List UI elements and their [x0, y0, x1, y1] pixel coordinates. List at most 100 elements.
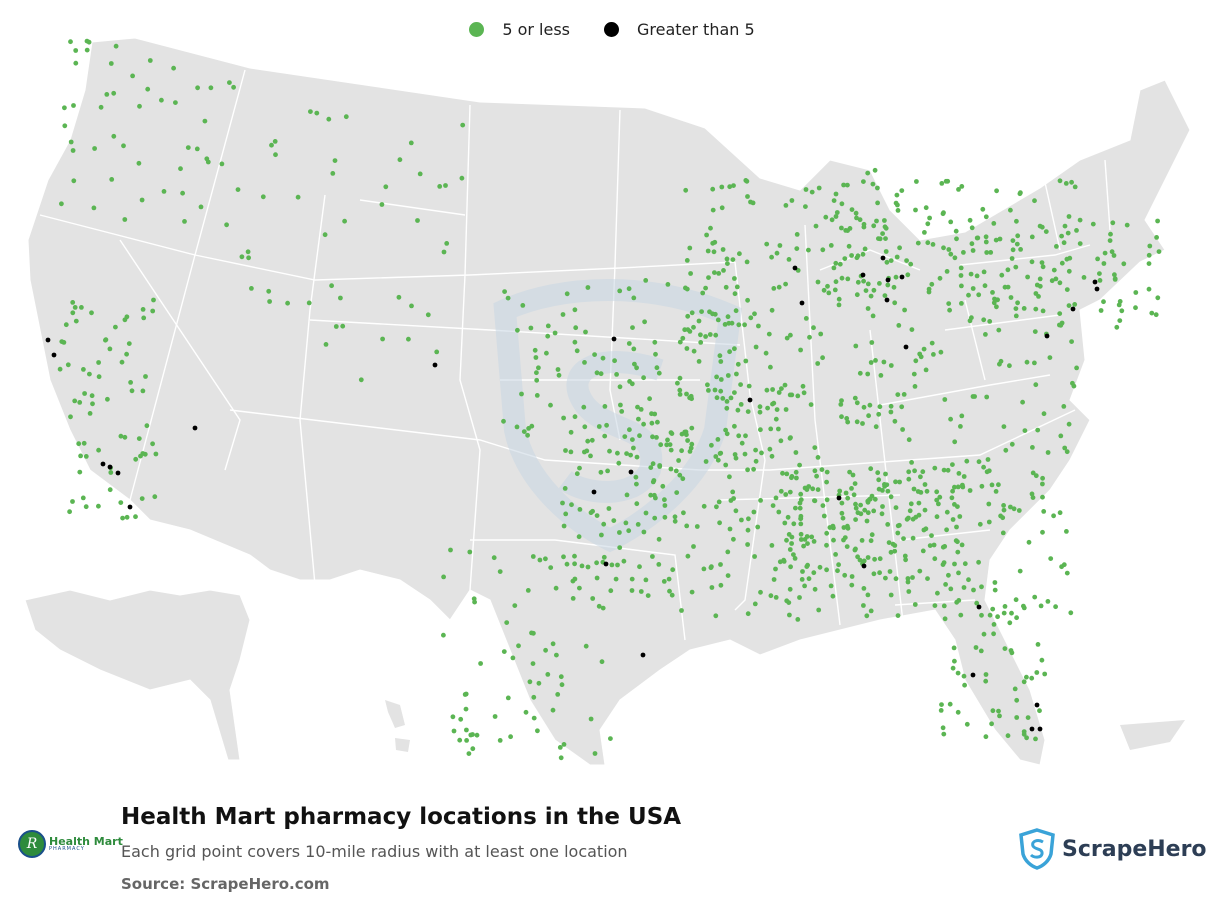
location-dot-low	[773, 595, 779, 600]
location-dot-low	[865, 510, 871, 516]
location-dot-low	[867, 402, 873, 408]
location-dot-low	[497, 738, 503, 743]
location-dot-low	[950, 665, 956, 671]
location-dot-low	[942, 616, 948, 622]
location-dot-low	[906, 476, 912, 482]
location-dot-low	[720, 396, 726, 401]
location-dot-high	[115, 470, 121, 476]
location-dot-low	[718, 388, 724, 394]
location-dot-low	[949, 495, 955, 501]
location-dot-low	[863, 288, 869, 293]
location-dot-low	[970, 248, 976, 253]
location-dot-low	[652, 339, 658, 345]
location-dot-low	[1026, 539, 1032, 545]
location-dot-low	[929, 340, 935, 346]
location-dot-low	[136, 160, 142, 166]
location-dot-low	[739, 517, 744, 523]
location-dot-low	[915, 240, 921, 246]
location-dot-low	[84, 47, 90, 53]
location-dot-low	[68, 39, 73, 45]
location-dot-low	[700, 290, 706, 296]
location-dot-low	[730, 489, 736, 495]
location-dot-low	[893, 576, 899, 582]
location-dot-high	[880, 255, 886, 261]
location-dot-low	[718, 582, 724, 588]
location-dot-low	[861, 224, 867, 230]
health-mart-name: Health Mart	[49, 835, 123, 848]
location-dot-low	[723, 284, 729, 290]
location-dot-low	[839, 500, 845, 506]
location-dot-low	[990, 606, 996, 612]
location-dot-low	[717, 353, 723, 359]
location-dot-low	[837, 261, 843, 267]
location-dot-low	[617, 384, 623, 390]
location-dot-low	[1064, 449, 1070, 455]
location-dot-low	[875, 185, 880, 191]
location-dot-low	[907, 508, 913, 514]
location-dot-low	[269, 142, 274, 148]
location-dot-low	[698, 340, 704, 345]
location-dot-low	[757, 404, 763, 410]
location-dot-low	[1009, 441, 1015, 447]
location-dot-low	[504, 620, 510, 625]
location-dot-low	[939, 181, 945, 186]
location-dot-low	[73, 48, 79, 53]
location-dot-low	[945, 467, 951, 473]
map-subtitle: Each grid point covers 10-mile radius wi…	[121, 842, 628, 861]
location-dot-low	[921, 346, 927, 352]
location-dot-low	[1147, 243, 1153, 249]
location-dot-low	[959, 283, 964, 289]
location-dot-low	[860, 251, 866, 257]
location-dot-low	[645, 593, 651, 598]
location-dot-low	[786, 600, 792, 605]
location-dot-low	[653, 495, 658, 501]
location-dot-low	[519, 391, 524, 397]
location-dot-low	[629, 588, 635, 593]
location-dot-low	[599, 532, 604, 538]
location-dot-low	[680, 476, 686, 482]
location-dot-low	[778, 438, 784, 444]
location-dot-low	[823, 214, 829, 220]
location-dot-low	[767, 446, 773, 452]
location-dot-low	[861, 603, 866, 608]
location-dot-low	[654, 365, 660, 371]
location-dot-low	[202, 118, 208, 124]
location-dot-low	[118, 433, 124, 439]
location-dot-low	[602, 404, 608, 409]
location-dot-high	[100, 461, 106, 467]
location-dot-low	[583, 329, 588, 335]
location-dot-low	[782, 382, 788, 388]
location-dot-low	[812, 498, 817, 503]
location-dot-low	[1014, 615, 1019, 621]
location-dot-low	[550, 641, 556, 647]
location-dot-low	[128, 380, 134, 385]
location-dot-low	[306, 300, 312, 306]
location-dot-low	[744, 259, 750, 265]
location-dot-low	[246, 255, 252, 261]
location-dot-low	[885, 282, 891, 288]
location-dot-low	[753, 458, 759, 464]
location-dot-low	[1014, 697, 1020, 703]
location-dot-low	[888, 549, 894, 555]
location-dot-low	[920, 469, 926, 475]
location-dot-low	[946, 247, 952, 252]
location-dot-low	[864, 518, 870, 524]
location-dot-low	[467, 549, 473, 555]
location-dot-low	[717, 451, 723, 456]
location-dot-low	[975, 235, 981, 241]
location-dot-low	[731, 496, 736, 501]
location-dot-low	[1057, 510, 1063, 516]
location-dot-low	[1011, 506, 1017, 512]
location-dot-low	[727, 526, 733, 532]
location-dot-low	[627, 379, 632, 384]
health-mart-logo: R Health Mart PHARMACY	[18, 830, 123, 858]
location-dot-low	[743, 433, 748, 439]
location-dot-low	[314, 110, 320, 116]
location-dot-low	[943, 582, 948, 587]
location-dot-low	[634, 501, 640, 507]
location-dot-low	[572, 553, 577, 559]
location-dot-low	[152, 494, 158, 500]
location-dot-low	[744, 178, 750, 184]
location-dot-low	[463, 706, 469, 712]
location-dot-low	[958, 273, 964, 278]
